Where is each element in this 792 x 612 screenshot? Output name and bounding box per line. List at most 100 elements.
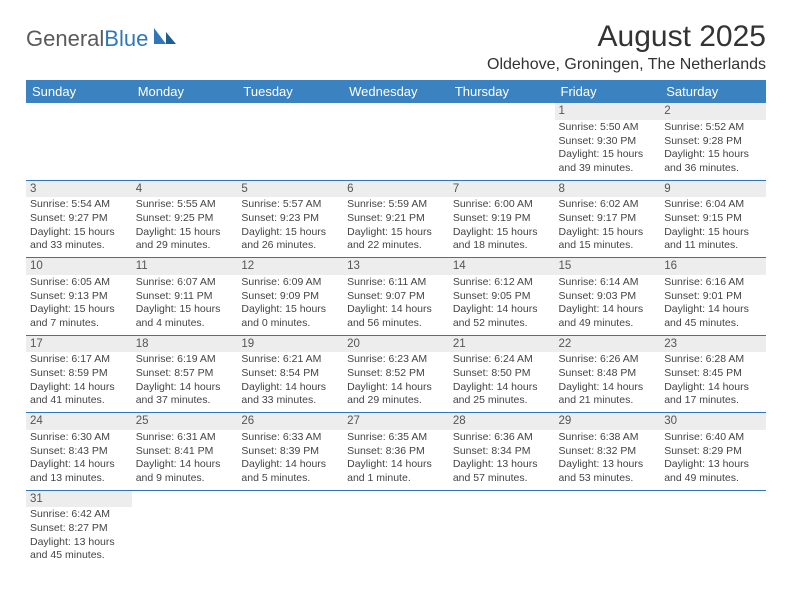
sunrise-text: Sunrise: 6:17 AM (30, 353, 128, 367)
calendar-cell: 23Sunrise: 6:28 AMSunset: 8:45 PMDayligh… (660, 335, 766, 413)
calendar-cell: 11Sunrise: 6:07 AMSunset: 9:11 PMDayligh… (132, 258, 238, 336)
day-number: 5 (237, 181, 343, 198)
calendar-cell: 29Sunrise: 6:38 AMSunset: 8:32 PMDayligh… (555, 413, 661, 491)
sunset-text: Sunset: 9:13 PM (30, 290, 128, 304)
sunrise-text: Sunrise: 6:16 AM (664, 276, 762, 290)
day-number: 8 (555, 181, 661, 198)
calendar-cell (237, 103, 343, 180)
day-number: 20 (343, 336, 449, 353)
day-number: 22 (555, 336, 661, 353)
calendar-body: 1Sunrise: 5:50 AMSunset: 9:30 PMDaylight… (26, 103, 766, 567)
day-number: 16 (660, 258, 766, 275)
sunset-text: Sunset: 9:30 PM (559, 135, 657, 149)
day-number: 24 (26, 413, 132, 430)
daylight-text: Daylight: 15 hours and 4 minutes. (136, 303, 234, 330)
sunset-text: Sunset: 9:19 PM (453, 212, 551, 226)
day-number: 26 (237, 413, 343, 430)
calendar-cell: 9Sunrise: 6:04 AMSunset: 9:15 PMDaylight… (660, 180, 766, 258)
calendar-cell (132, 103, 238, 180)
day-number: 28 (449, 413, 555, 430)
calendar-row: 1Sunrise: 5:50 AMSunset: 9:30 PMDaylight… (26, 103, 766, 180)
sunset-text: Sunset: 9:27 PM (30, 212, 128, 226)
sunset-text: Sunset: 9:07 PM (347, 290, 445, 304)
sunrise-text: Sunrise: 6:19 AM (136, 353, 234, 367)
calendar-cell (660, 490, 766, 567)
calendar-row: 3Sunrise: 5:54 AMSunset: 9:27 PMDaylight… (26, 180, 766, 258)
sunset-text: Sunset: 8:41 PM (136, 445, 234, 459)
daylight-text: Daylight: 14 hours and 25 minutes. (453, 381, 551, 408)
calendar-cell (555, 490, 661, 567)
day-number: 31 (26, 491, 132, 508)
calendar-cell: 17Sunrise: 6:17 AMSunset: 8:59 PMDayligh… (26, 335, 132, 413)
sunrise-text: Sunrise: 6:02 AM (559, 198, 657, 212)
daylight-text: Daylight: 14 hours and 49 minutes. (559, 303, 657, 330)
calendar-cell: 5Sunrise: 5:57 AMSunset: 9:23 PMDaylight… (237, 180, 343, 258)
day-header: Saturday (660, 80, 766, 103)
day-number: 9 (660, 181, 766, 198)
sunrise-text: Sunrise: 6:14 AM (559, 276, 657, 290)
sunset-text: Sunset: 8:48 PM (559, 367, 657, 381)
calendar-cell: 3Sunrise: 5:54 AMSunset: 9:27 PMDaylight… (26, 180, 132, 258)
calendar-cell: 27Sunrise: 6:35 AMSunset: 8:36 PMDayligh… (343, 413, 449, 491)
daylight-text: Daylight: 14 hours and 45 minutes. (664, 303, 762, 330)
daylight-text: Daylight: 14 hours and 5 minutes. (241, 458, 339, 485)
calendar-cell: 21Sunrise: 6:24 AMSunset: 8:50 PMDayligh… (449, 335, 555, 413)
calendar-cell: 28Sunrise: 6:36 AMSunset: 8:34 PMDayligh… (449, 413, 555, 491)
daylight-text: Daylight: 15 hours and 7 minutes. (30, 303, 128, 330)
sunrise-text: Sunrise: 5:55 AM (136, 198, 234, 212)
day-number: 21 (449, 336, 555, 353)
daylight-text: Daylight: 14 hours and 41 minutes. (30, 381, 128, 408)
sunrise-text: Sunrise: 6:35 AM (347, 431, 445, 445)
sunrise-text: Sunrise: 6:30 AM (30, 431, 128, 445)
calendar-cell (449, 490, 555, 567)
daylight-text: Daylight: 13 hours and 45 minutes. (30, 536, 128, 563)
calendar-cell: 7Sunrise: 6:00 AMSunset: 9:19 PMDaylight… (449, 180, 555, 258)
sunset-text: Sunset: 8:45 PM (664, 367, 762, 381)
sunset-text: Sunset: 8:34 PM (453, 445, 551, 459)
location: Oldehove, Groningen, The Netherlands (487, 56, 766, 74)
daylight-text: Daylight: 14 hours and 21 minutes. (559, 381, 657, 408)
daylight-text: Daylight: 15 hours and 33 minutes. (30, 226, 128, 253)
sunset-text: Sunset: 9:01 PM (664, 290, 762, 304)
calendar-cell: 16Sunrise: 6:16 AMSunset: 9:01 PMDayligh… (660, 258, 766, 336)
calendar-cell: 15Sunrise: 6:14 AMSunset: 9:03 PMDayligh… (555, 258, 661, 336)
sunset-text: Sunset: 9:09 PM (241, 290, 339, 304)
day-number: 12 (237, 258, 343, 275)
calendar-cell (26, 103, 132, 180)
calendar-row: 24Sunrise: 6:30 AMSunset: 8:43 PMDayligh… (26, 413, 766, 491)
day-number: 10 (26, 258, 132, 275)
daylight-text: Daylight: 14 hours and 56 minutes. (347, 303, 445, 330)
sunrise-text: Sunrise: 5:50 AM (559, 121, 657, 135)
day-number: 29 (555, 413, 661, 430)
sunrise-text: Sunrise: 6:40 AM (664, 431, 762, 445)
sunrise-text: Sunrise: 6:07 AM (136, 276, 234, 290)
day-header-row: SundayMondayTuesdayWednesdayThursdayFrid… (26, 80, 766, 103)
daylight-text: Daylight: 14 hours and 52 minutes. (453, 303, 551, 330)
sunrise-text: Sunrise: 6:21 AM (241, 353, 339, 367)
sunrise-text: Sunrise: 6:12 AM (453, 276, 551, 290)
calendar-cell: 4Sunrise: 5:55 AMSunset: 9:25 PMDaylight… (132, 180, 238, 258)
day-header: Friday (555, 80, 661, 103)
calendar-cell (237, 490, 343, 567)
day-header: Thursday (449, 80, 555, 103)
sunset-text: Sunset: 8:54 PM (241, 367, 339, 381)
calendar-cell (343, 103, 449, 180)
daylight-text: Daylight: 14 hours and 33 minutes. (241, 381, 339, 408)
day-number: 23 (660, 336, 766, 353)
day-number: 17 (26, 336, 132, 353)
sunrise-text: Sunrise: 6:28 AM (664, 353, 762, 367)
sunset-text: Sunset: 8:57 PM (136, 367, 234, 381)
calendar-cell: 6Sunrise: 5:59 AMSunset: 9:21 PMDaylight… (343, 180, 449, 258)
sunrise-text: Sunrise: 6:09 AM (241, 276, 339, 290)
day-header: Sunday (26, 80, 132, 103)
sunrise-text: Sunrise: 6:42 AM (30, 508, 128, 522)
day-number: 25 (132, 413, 238, 430)
sunrise-text: Sunrise: 6:38 AM (559, 431, 657, 445)
daylight-text: Daylight: 15 hours and 15 minutes. (559, 226, 657, 253)
sunrise-text: Sunrise: 5:57 AM (241, 198, 339, 212)
calendar-cell: 20Sunrise: 6:23 AMSunset: 8:52 PMDayligh… (343, 335, 449, 413)
sunset-text: Sunset: 9:25 PM (136, 212, 234, 226)
day-number: 13 (343, 258, 449, 275)
calendar-cell: 8Sunrise: 6:02 AMSunset: 9:17 PMDaylight… (555, 180, 661, 258)
calendar-cell (343, 490, 449, 567)
